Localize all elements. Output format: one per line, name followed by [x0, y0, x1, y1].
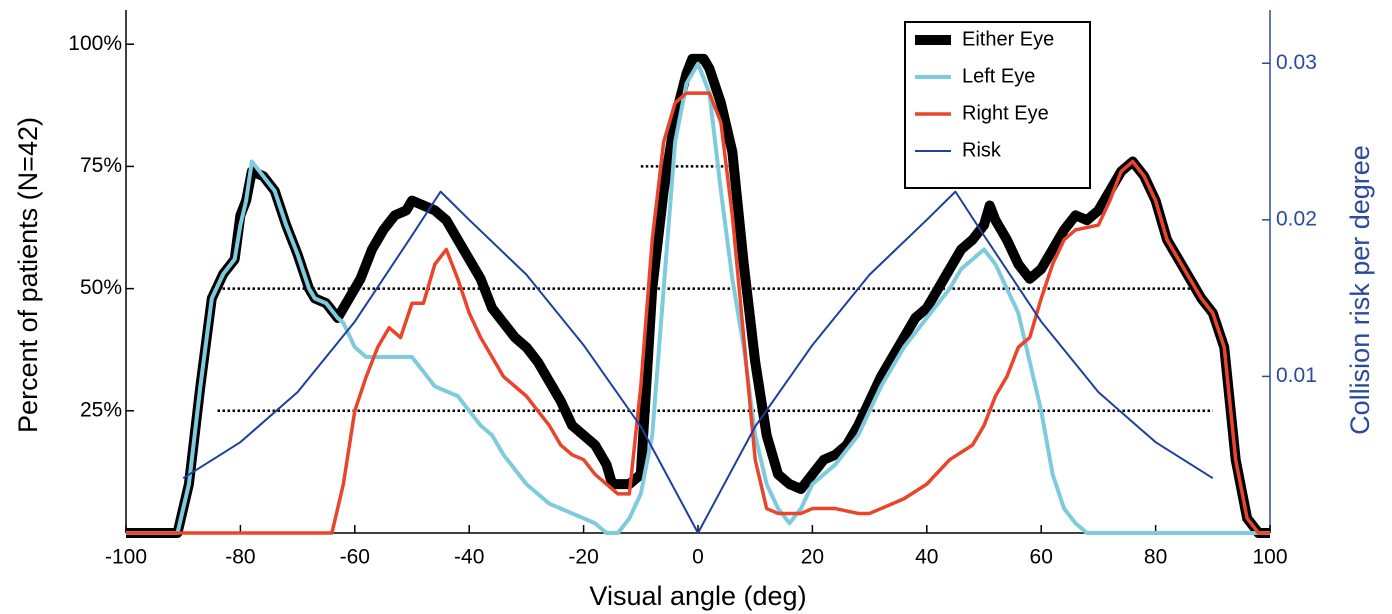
y2-axis-label: Collision risk per degree [1345, 145, 1375, 435]
series-line [126, 91, 1270, 535]
x-tick-label: 0 [692, 546, 704, 569]
x-tick-label: -100 [105, 546, 147, 569]
y2-tick-label: 0.01 [1276, 364, 1317, 387]
x-tick-label: 100 [1252, 546, 1287, 569]
x-tick-label: 60 [1030, 546, 1053, 569]
legend-label: Either Eye [962, 28, 1054, 50]
x-tick-label: -20 [568, 546, 598, 569]
y2-tick-label: 0.03 [1276, 51, 1317, 74]
y-tick-label: 100% [68, 32, 122, 55]
x-tick-label: 80 [1144, 546, 1167, 569]
y2-tick-label: 0.02 [1276, 207, 1317, 230]
y-tick-label: 50% [80, 276, 122, 299]
legend-label: Left Eye [962, 65, 1035, 87]
x-axis-label: Visual angle (deg) [589, 581, 806, 611]
y-tick-label: 25% [80, 398, 122, 421]
series-line [182, 190, 1214, 534]
x-tick-label: 20 [801, 546, 824, 569]
y-axis-label: Percent of patients (N=42) [13, 117, 43, 433]
x-tick-label: -40 [454, 546, 484, 569]
x-tick-label: -60 [340, 546, 370, 569]
legend-label: Right Eye [962, 102, 1049, 124]
series-line [126, 61, 1270, 535]
legend-box [904, 21, 1091, 189]
x-tick-label: 40 [915, 546, 938, 569]
x-tick-label: -80 [225, 546, 255, 569]
series-line [126, 53, 1270, 538]
legend-label: Risk [962, 139, 1002, 161]
y-tick-label: 75% [80, 154, 122, 177]
